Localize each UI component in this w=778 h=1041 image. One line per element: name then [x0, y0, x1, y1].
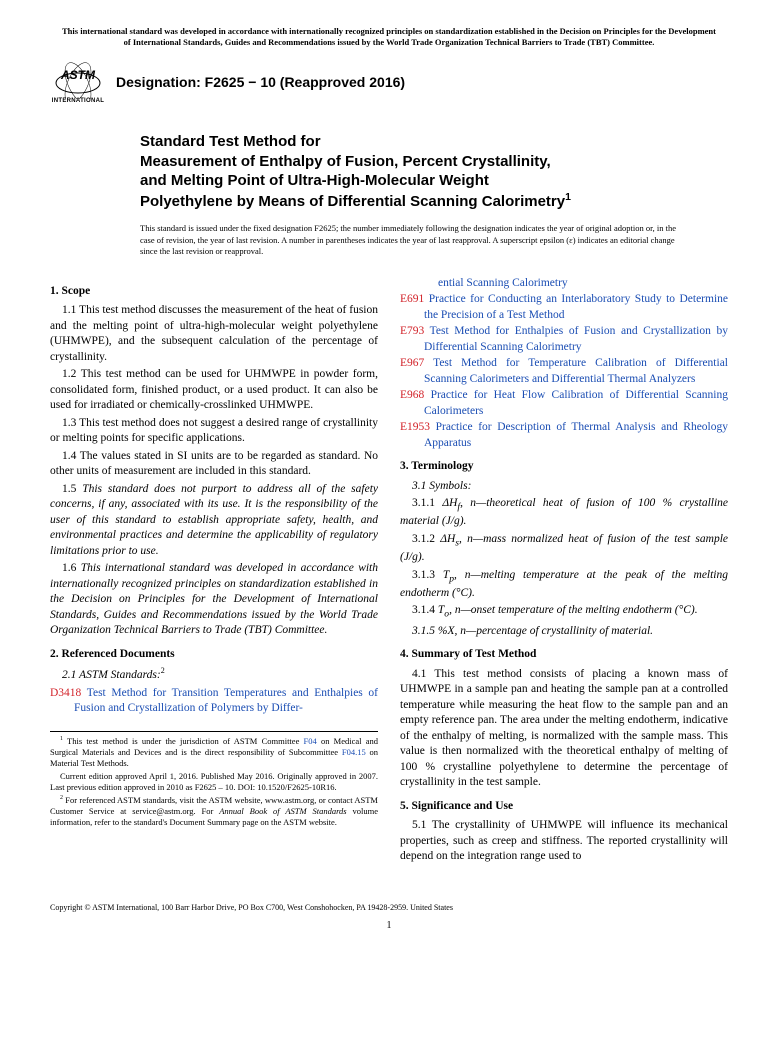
scope-1-6: 1.6 This international standard was deve… — [50, 561, 378, 639]
refdocs-sub: 2.1 ASTM Standards:2 — [50, 666, 378, 683]
right-column: ential Scanning Calorimetry E691 Practic… — [400, 276, 728, 867]
left-column: 1. Scope 1.1 This test method discusses … — [50, 276, 378, 867]
significance-5-1: 5.1 The crystallinity of UHMWPE will inf… — [400, 818, 728, 865]
scope-1-5: 1.5 This standard does not purport to ad… — [50, 482, 378, 560]
terminology-heading: 3. Terminology — [400, 459, 728, 475]
footnote-1: 1 This test method is under the jurisdic… — [50, 736, 378, 769]
logo-label: INTERNATIONAL — [52, 98, 104, 104]
issuance-note: This standard is issued under the fixed … — [140, 223, 728, 257]
sym-3-1-5: 3.1.5 %X, n—percentage of crystallinity … — [400, 624, 728, 640]
title-line-2: Measurement of Enthalpy of Fusion, Perce… — [140, 152, 728, 172]
scope-1-2: 1.2 This test method can be used for UHM… — [50, 367, 378, 414]
ref-e967: E967 Test Method for Temperature Calibra… — [400, 356, 728, 387]
scope-1-3: 1.3 This test method does not suggest a … — [50, 416, 378, 447]
sym-3-1-2: 3.1.2 ΔHs, n—mass normalized heat of fus… — [400, 532, 728, 566]
ref-e1953: E1953 Practice for Description of Therma… — [400, 420, 728, 451]
refdocs-heading: 2. Referenced Documents — [50, 647, 378, 663]
scope-1-4: 1.4 The values stated in SI units are to… — [50, 449, 378, 480]
ref-e691: E691 Practice for Conducting an Interlab… — [400, 292, 728, 323]
summary-heading: 4. Summary of Test Method — [400, 647, 728, 663]
sym-3-1-4: 3.1.4 To, n—onset temperature of the mel… — [400, 603, 728, 621]
sym-3-1-3: 3.1.3 Tp, n—melting temperature at the p… — [400, 568, 728, 602]
scope-1-1: 1.1 This test method discusses the measu… — [50, 303, 378, 365]
page-number: 1 — [50, 920, 728, 931]
title-line-4: Polyethylene by Means of Differential Sc… — [140, 191, 728, 212]
astm-logo-icon: ASTM — [52, 61, 104, 99]
ref-d3418: D3418 Test Method for Transition Tempera… — [50, 686, 378, 717]
top-notice: This international standard was develope… — [50, 26, 728, 48]
ref-d3418-cont: ential Scanning Calorimetry — [400, 276, 728, 292]
page: This international standard was develope… — [0, 0, 778, 961]
sym-3-1-1: 3.1.1 ΔHf, n—theoretical heat of fusion … — [400, 496, 728, 530]
ref-e793: E793 Test Method for Enthalpies of Fusio… — [400, 324, 728, 355]
scope-heading: 1. Scope — [50, 284, 378, 300]
copyright: Copyright © ASTM International, 100 Barr… — [50, 903, 728, 912]
symbols-sub: 3.1 Symbols: — [400, 479, 728, 495]
astm-logo: ASTM INTERNATIONAL — [50, 58, 106, 106]
significance-heading: 5. Significance and Use — [400, 799, 728, 815]
footnotes: 1 This test method is under the jurisdic… — [50, 731, 378, 828]
summary-4-1: 4.1 This test method consists of placing… — [400, 667, 728, 791]
designation: Designation: F2625 − 10 (Reapproved 2016… — [116, 74, 405, 90]
footnote-2: 2 For referenced ASTM standards, visit t… — [50, 795, 378, 828]
title-block: Standard Test Method for Measurement of … — [140, 132, 728, 211]
title-line-1: Standard Test Method for — [140, 132, 728, 152]
title-line-3: and Melting Point of Ultra-High-Molecula… — [140, 171, 728, 191]
body-columns: 1. Scope 1.1 This test method discusses … — [50, 276, 728, 867]
ref-e968: E968 Practice for Heat Flow Calibration … — [400, 388, 728, 419]
svg-text:ASTM: ASTM — [60, 68, 96, 82]
footnote-1b: Current edition approved April 1, 2016. … — [50, 771, 378, 793]
header-row: ASTM INTERNATIONAL Designation: F2625 − … — [50, 58, 728, 106]
